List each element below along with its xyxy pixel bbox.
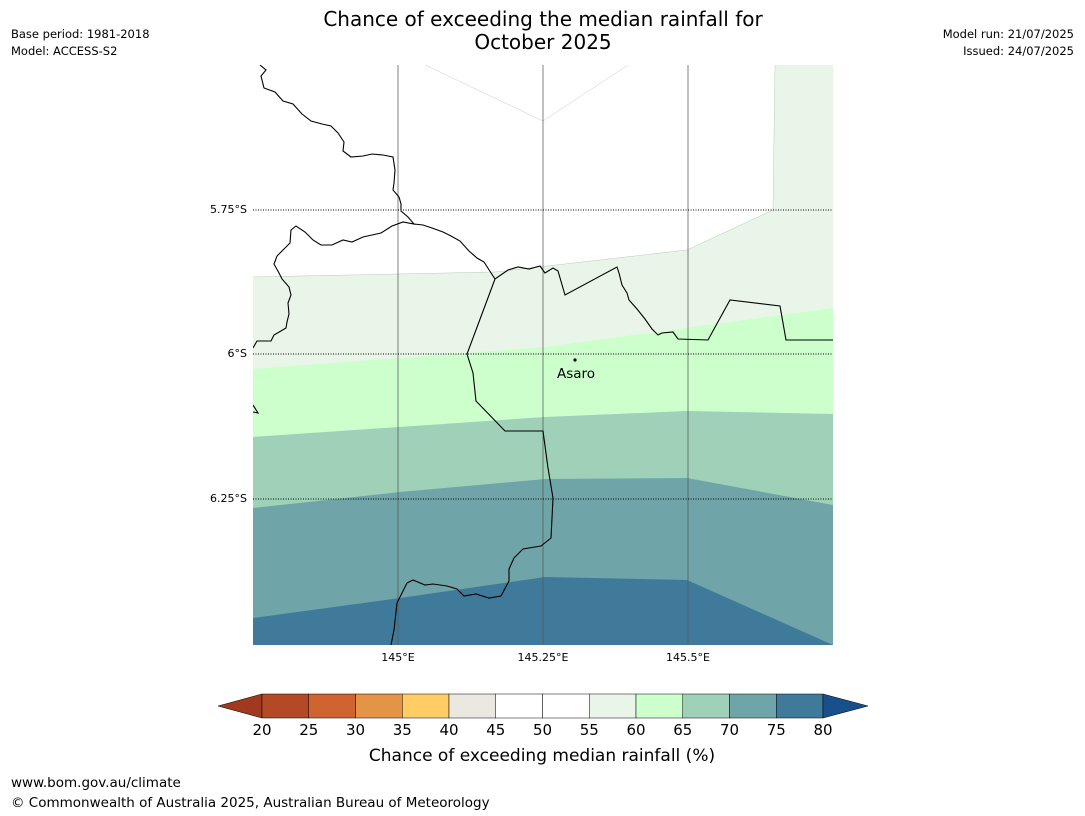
latitude-labels: 5.75°S 6°S 6.25°S [210,203,247,505]
colorbar-cell [402,693,450,719]
colorbar-tick-label: 70 [720,721,739,739]
colorbar-label: Chance of exceeding median rainfall (%) [369,746,715,766]
model-run-text: Model run: 21/07/2025 [942,27,1074,41]
province-boundary [413,223,833,341]
lat-label-5-75: 5.75°S [210,203,247,216]
lat-label-6: 6°S [228,347,247,360]
colorbar-tick-label: 40 [439,721,458,739]
colorbar-cell [495,693,543,719]
colorbar-high-extension [822,693,869,719]
lon-label-145-5: 145.5°E [666,651,710,664]
lon-label-145-25: 145.25°E [518,651,569,664]
colorbar-cell [261,693,309,719]
colorbar-cell [355,693,403,719]
colorbar-cell [682,693,730,719]
colorbar-tick-label: 65 [673,721,692,739]
meta-left: Base period: 1981-2018 Model: ACCESS-S2 [11,26,150,60]
colorbar-tick-label: 75 [767,721,786,739]
colorbar-tick-label: 55 [580,721,599,739]
colorbar-cell [589,693,637,719]
colorbar-low-extension [217,693,263,719]
colorbar-cell [729,693,777,719]
colorbar-tick-label: 50 [533,721,552,739]
issued-text: Issued: 24/07/2025 [963,44,1074,58]
map-title: Chance of exceeding the median rainfall … [243,8,843,54]
colorbar-tick-label: 20 [252,721,271,739]
contour-line [253,65,776,278]
colorbar-tick-label: 45 [486,721,505,739]
base-period-text: Base period: 1981-2018 [11,27,150,41]
colorbar-cell [448,693,496,719]
colorbar-tick-label: 80 [813,721,832,739]
colorbar-tick-label: 30 [346,721,365,739]
meta-right: Model run: 21/07/2025 Issued: 24/07/2025 [943,26,1074,60]
map-area: Asaro [253,65,833,645]
colorbar-cells [261,693,824,719]
colorbar-cell [776,693,824,719]
province-boundary [253,404,260,414]
colorbar-cell [635,693,683,719]
lon-label-145: 145°E [381,651,414,664]
asaro-town-marker [573,358,577,362]
footer-copyright: © Commonwealth of Australia 2025, Austra… [11,795,490,811]
colorbar-cell [308,693,356,719]
province-boundary [253,65,416,349]
footer-url[interactable]: www.bom.gov.au/climate [11,775,181,791]
longitude-labels: 145°E 145.25°E 145.5°E [381,651,710,664]
title-line-2: October 2025 [474,30,612,54]
asaro-town-label: Asaro [557,366,595,382]
title-line-1: Chance of exceeding the median rainfall … [323,7,763,31]
colorbar-tick-label: 60 [626,721,645,739]
colorbar: 20 25 30 35 40 45 50 55 60 65 70 75 80 Chance of exc… [217,693,869,766]
colorbar-cell [542,693,590,719]
colorbar-tick-label: 35 [393,721,412,739]
colorbar-tick-labels: 20 25 30 35 40 45 50 55 60 65 70 75 80 [252,721,832,739]
colorbar-tick-label: 25 [299,721,318,739]
lat-label-6-25: 6.25°S [210,492,247,505]
province-boundary [390,278,554,645]
model-text: Model: ACCESS-S2 [11,44,118,58]
